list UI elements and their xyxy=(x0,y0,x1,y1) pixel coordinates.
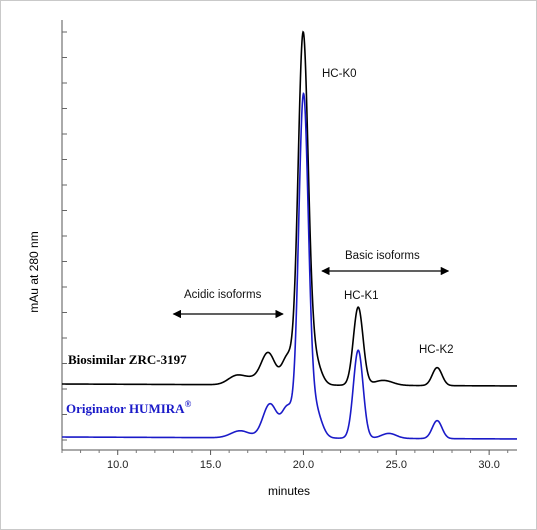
hc-k2-label: HC-K2 xyxy=(419,344,454,356)
y-axis-title: mAu at 280 nm xyxy=(27,231,41,312)
legend-originator-text: Originator HUMIRA xyxy=(66,401,185,416)
x-tick-label: 15.0 xyxy=(200,459,221,471)
x-axis-ticks: 10.0 15.0 20.0 25.0 30.0 xyxy=(61,450,509,471)
hc-k1-label: HC-K1 xyxy=(344,290,379,302)
x-tick-label: 10.0 xyxy=(107,459,128,471)
x-axis-title: minutes xyxy=(268,484,310,498)
legend-biosimilar: Biosimilar ZRC-3197 xyxy=(68,352,187,367)
trace-originator xyxy=(62,91,517,440)
y-axis-ticks xyxy=(62,31,67,441)
acidic-isoforms-label: Acidic isoforms xyxy=(184,289,262,301)
legend-originator: Originator HUMIRA® xyxy=(66,399,192,416)
axes xyxy=(61,20,517,451)
hc-k0-label: HC-K0 xyxy=(322,68,357,80)
legend-registered-mark: ® xyxy=(185,399,192,409)
x-tick-label: 20.0 xyxy=(293,459,314,471)
trace-biosimilar xyxy=(62,30,517,387)
basic-isoforms-label: Basic isoforms xyxy=(345,250,420,262)
x-tick-label: 30.0 xyxy=(478,459,499,471)
x-tick-label: 25.0 xyxy=(386,459,407,471)
